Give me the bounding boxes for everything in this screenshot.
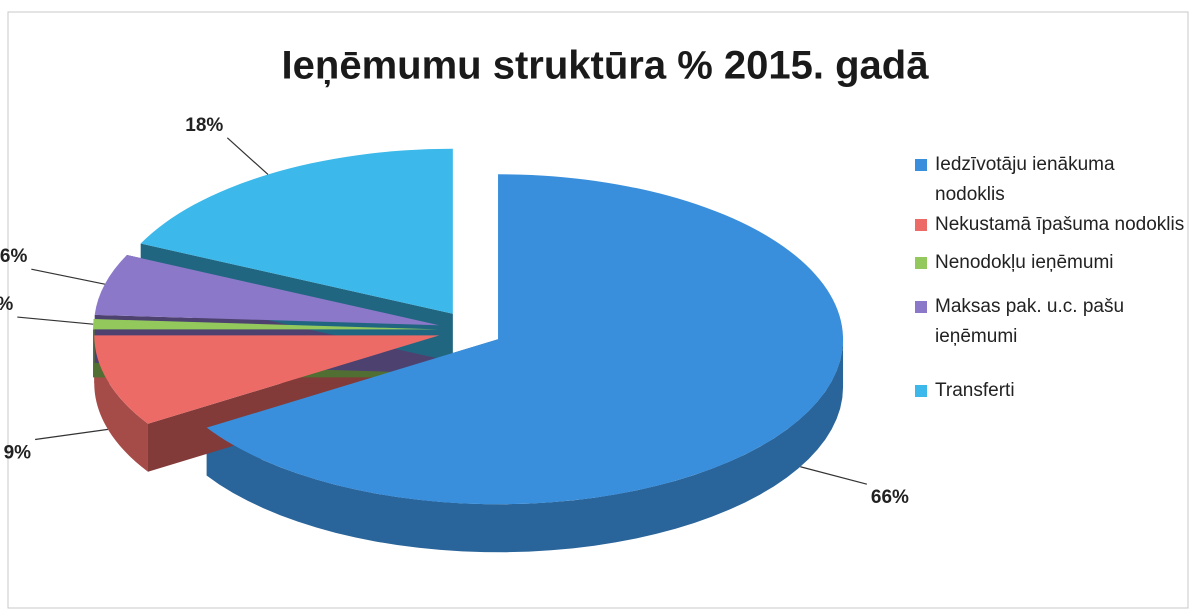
chart-title: Ieņēmumu struktūra % 2015. gadā bbox=[282, 44, 930, 88]
leader-line bbox=[226, 137, 269, 175]
legend-item: Maksas pak. u.c. pašu ieņēmumi bbox=[915, 292, 1185, 352]
legend-swatch bbox=[915, 159, 927, 171]
legend-label: Nenodokļu ieņēmumi bbox=[935, 252, 1114, 273]
data-label: 18% bbox=[185, 115, 223, 136]
legend-item: Nekustamā īpašuma nodoklis bbox=[915, 210, 1185, 240]
legend-swatch bbox=[915, 301, 927, 313]
legend-label: Iedzīvotāju ienākuma nodoklis bbox=[935, 154, 1115, 205]
slice bbox=[94, 254, 440, 326]
leader-line bbox=[800, 466, 868, 485]
chart-frame bbox=[7, 11, 1189, 609]
data-label: 6% bbox=[0, 246, 27, 267]
leader-line bbox=[17, 316, 94, 325]
legend: Iedzīvotāju ienākuma nodoklis Nekustamā ī… bbox=[915, 150, 1185, 406]
data-label: 66% bbox=[871, 487, 909, 508]
leader-line bbox=[31, 268, 105, 285]
legend-item: Iedzīvotāju ienākuma nodoklis bbox=[915, 150, 1185, 210]
slice bbox=[206, 174, 844, 505]
data-label: 9% bbox=[4, 443, 32, 464]
legend-label: Maksas pak. u.c. pašu ieņēmumi bbox=[935, 296, 1125, 347]
slice bbox=[93, 319, 439, 330]
slice-wall bbox=[206, 339, 844, 553]
legend-swatch bbox=[915, 257, 927, 269]
legend-label: Nekustamā īpašuma nodoklis bbox=[935, 214, 1185, 235]
slice bbox=[94, 335, 440, 424]
legend-item: Nenodokļu ieņēmumi bbox=[915, 248, 1185, 278]
leader-line bbox=[35, 428, 109, 441]
tops bbox=[93, 148, 844, 505]
labels: 66% 9% 1% 6% 18% bbox=[0, 115, 909, 508]
slice-wall bbox=[94, 335, 148, 472]
legend-swatch bbox=[915, 385, 927, 397]
legend-label: Transferti bbox=[935, 380, 1015, 401]
data-label: 1% bbox=[0, 294, 13, 315]
slice bbox=[140, 148, 453, 314]
legend-item: Transferti bbox=[915, 376, 1185, 406]
legend-swatch bbox=[915, 219, 927, 231]
